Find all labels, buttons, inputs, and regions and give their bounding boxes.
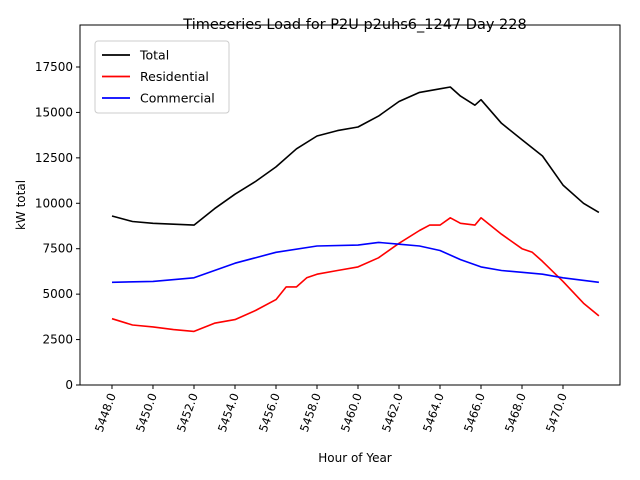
series-line-total [111,86,600,226]
legend: Total Residential Commercial [94,40,230,114]
x-tick-label: 5462.0 [379,391,406,434]
x-tick-label: 5448.0 [92,391,119,434]
x-tick-label: 5454.0 [215,391,242,434]
x-tick-label: 5470.0 [543,391,570,434]
y-tick-label: 0 [65,378,73,392]
legend-label: Commercial [140,91,215,106]
y-tick-label: 12500 [35,151,73,165]
y-tick-label: 5000 [42,287,73,301]
x-tick-label: 5460.0 [338,391,365,434]
y-tick-label: 2500 [42,333,73,347]
legend-box [94,40,230,114]
x-tick-label: 5456.0 [256,391,283,434]
y-tick-label: 10000 [35,196,73,210]
y-axis-label: kW total [14,180,28,230]
y-tick-label: 17500 [35,60,73,74]
y-tick-label: 7500 [42,242,73,256]
plot-frame [79,24,621,386]
series-line-residential [111,217,600,333]
x-tick-label: 5458.0 [297,391,324,434]
series-line-commercial [111,241,599,284]
x-axis-label: Hour of Year [318,451,392,465]
x-tick-label: 5450.0 [133,391,160,434]
x-tick-label: 5464.0 [420,391,447,434]
legend-label: Total [139,48,169,63]
x-tick-label: 5468.0 [502,391,529,434]
x-tick-label: 5466.0 [461,391,488,434]
x-tick-label: 5452.0 [174,391,201,434]
legend-label: Residential [140,69,209,84]
y-tick-label: 15000 [35,105,73,119]
